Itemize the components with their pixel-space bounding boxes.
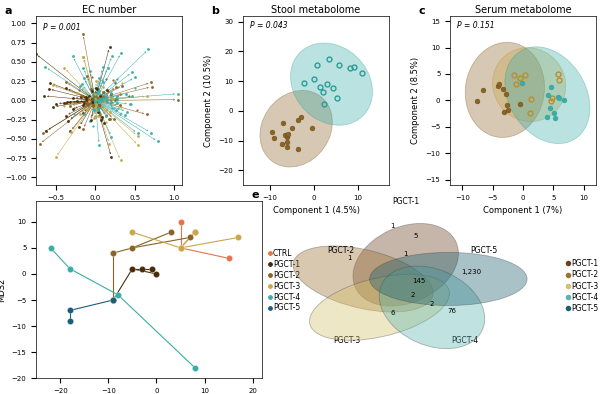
- Text: 1: 1: [390, 223, 395, 229]
- Text: a: a: [4, 6, 11, 16]
- Text: 145: 145: [412, 278, 426, 284]
- Legend: CTRL, PGCT-1, PGCT-2, PGCT-3, PGCT-4, PGCT-5: CTRL, PGCT-1, PGCT-2, PGCT-3, PGCT-4, PG…: [268, 249, 300, 312]
- Text: PGCT-5: PGCT-5: [470, 246, 498, 255]
- Text: 76: 76: [447, 308, 456, 314]
- Text: c: c: [418, 6, 425, 16]
- Ellipse shape: [370, 253, 527, 306]
- Text: e: e: [252, 190, 259, 200]
- Text: PGCT-2: PGCT-2: [327, 246, 354, 255]
- Title: Serum metabolome: Serum metabolome: [475, 5, 571, 15]
- Y-axis label: Component 2 (10.5%): Component 2 (10.5%): [204, 54, 213, 147]
- Text: 2: 2: [410, 292, 414, 298]
- Ellipse shape: [293, 246, 433, 312]
- Text: 6: 6: [390, 310, 395, 316]
- Text: P = 0.151: P = 0.151: [458, 21, 495, 30]
- Text: 5: 5: [414, 233, 418, 240]
- Text: 1: 1: [403, 251, 408, 257]
- X-axis label: Component 1 (4.5%): Component 1 (4.5%): [273, 206, 359, 216]
- Title: EC number: EC number: [82, 5, 136, 15]
- Title: Stool metabolome: Stool metabolome: [272, 5, 361, 15]
- X-axis label: Component 1 (7%): Component 1 (7%): [483, 206, 563, 216]
- Text: PGCT-1: PGCT-1: [392, 197, 419, 206]
- Ellipse shape: [492, 48, 566, 122]
- Y-axis label: MDS2: MDS2: [0, 277, 6, 302]
- Text: 2: 2: [430, 301, 434, 307]
- Ellipse shape: [291, 43, 373, 125]
- Ellipse shape: [309, 274, 450, 340]
- Ellipse shape: [260, 91, 332, 167]
- Text: 1,230: 1,230: [461, 269, 482, 275]
- Text: P = 0.001: P = 0.001: [43, 22, 81, 32]
- Text: PGCT-3: PGCT-3: [333, 336, 360, 345]
- Ellipse shape: [379, 266, 485, 349]
- Ellipse shape: [505, 47, 590, 143]
- Text: b: b: [211, 6, 219, 16]
- Ellipse shape: [465, 42, 544, 138]
- Y-axis label: Component 2 (8.5%): Component 2 (8.5%): [411, 57, 420, 144]
- Text: 1: 1: [348, 255, 352, 261]
- Text: PGCT-4: PGCT-4: [451, 336, 479, 345]
- Text: P = 0.043: P = 0.043: [250, 21, 288, 30]
- Legend: PGCT-1, PGCT-2, PGCT-3, PGCT-4, PGCT-5: PGCT-1, PGCT-2, PGCT-3, PGCT-4, PGCT-5: [567, 259, 599, 313]
- X-axis label: MDS1: MDS1: [97, 206, 121, 216]
- Ellipse shape: [353, 223, 459, 306]
